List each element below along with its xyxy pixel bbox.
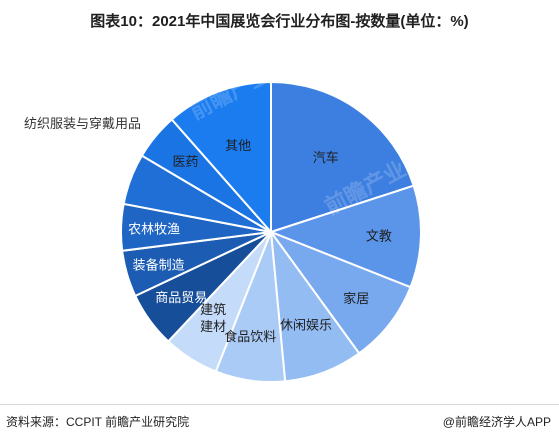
footer-divider (0, 404, 559, 405)
slice-label-8: 装备制造 (133, 258, 185, 273)
pie-slice-3 (268, 229, 412, 355)
slice-label-7: 商品贸易 (155, 290, 207, 305)
slice-label-11: 医药 (172, 154, 198, 169)
pie-slice-2 (268, 184, 423, 289)
pie-slice-12 (170, 80, 272, 235)
pie-slices (119, 80, 423, 383)
slice-label-5: 食品饮料 (224, 329, 276, 344)
slice-label-12: 其他 (225, 138, 251, 153)
chart-title: 图表10：2021年中国展览会行业分布图-按数量(单位：%) (90, 13, 469, 30)
slice-label-9: 农林牧渔 (128, 221, 180, 236)
slice-label-4: 休闲娱乐 (280, 318, 332, 333)
brand-credit: @前瞻经济学人APP (442, 415, 551, 429)
pie-slice-1 (270, 80, 415, 234)
slice-label-6: 建筑建材 (200, 302, 226, 334)
slice-label-10: 纺织服装与穿戴用品 (24, 116, 141, 131)
slice-label-2: 文教 (366, 228, 392, 243)
slice-label-1: 汽车 (313, 150, 339, 165)
source-note: 资料来源：CCPIT 前瞻产业研究院 (6, 415, 190, 429)
slice-label-3: 家居 (343, 291, 369, 306)
